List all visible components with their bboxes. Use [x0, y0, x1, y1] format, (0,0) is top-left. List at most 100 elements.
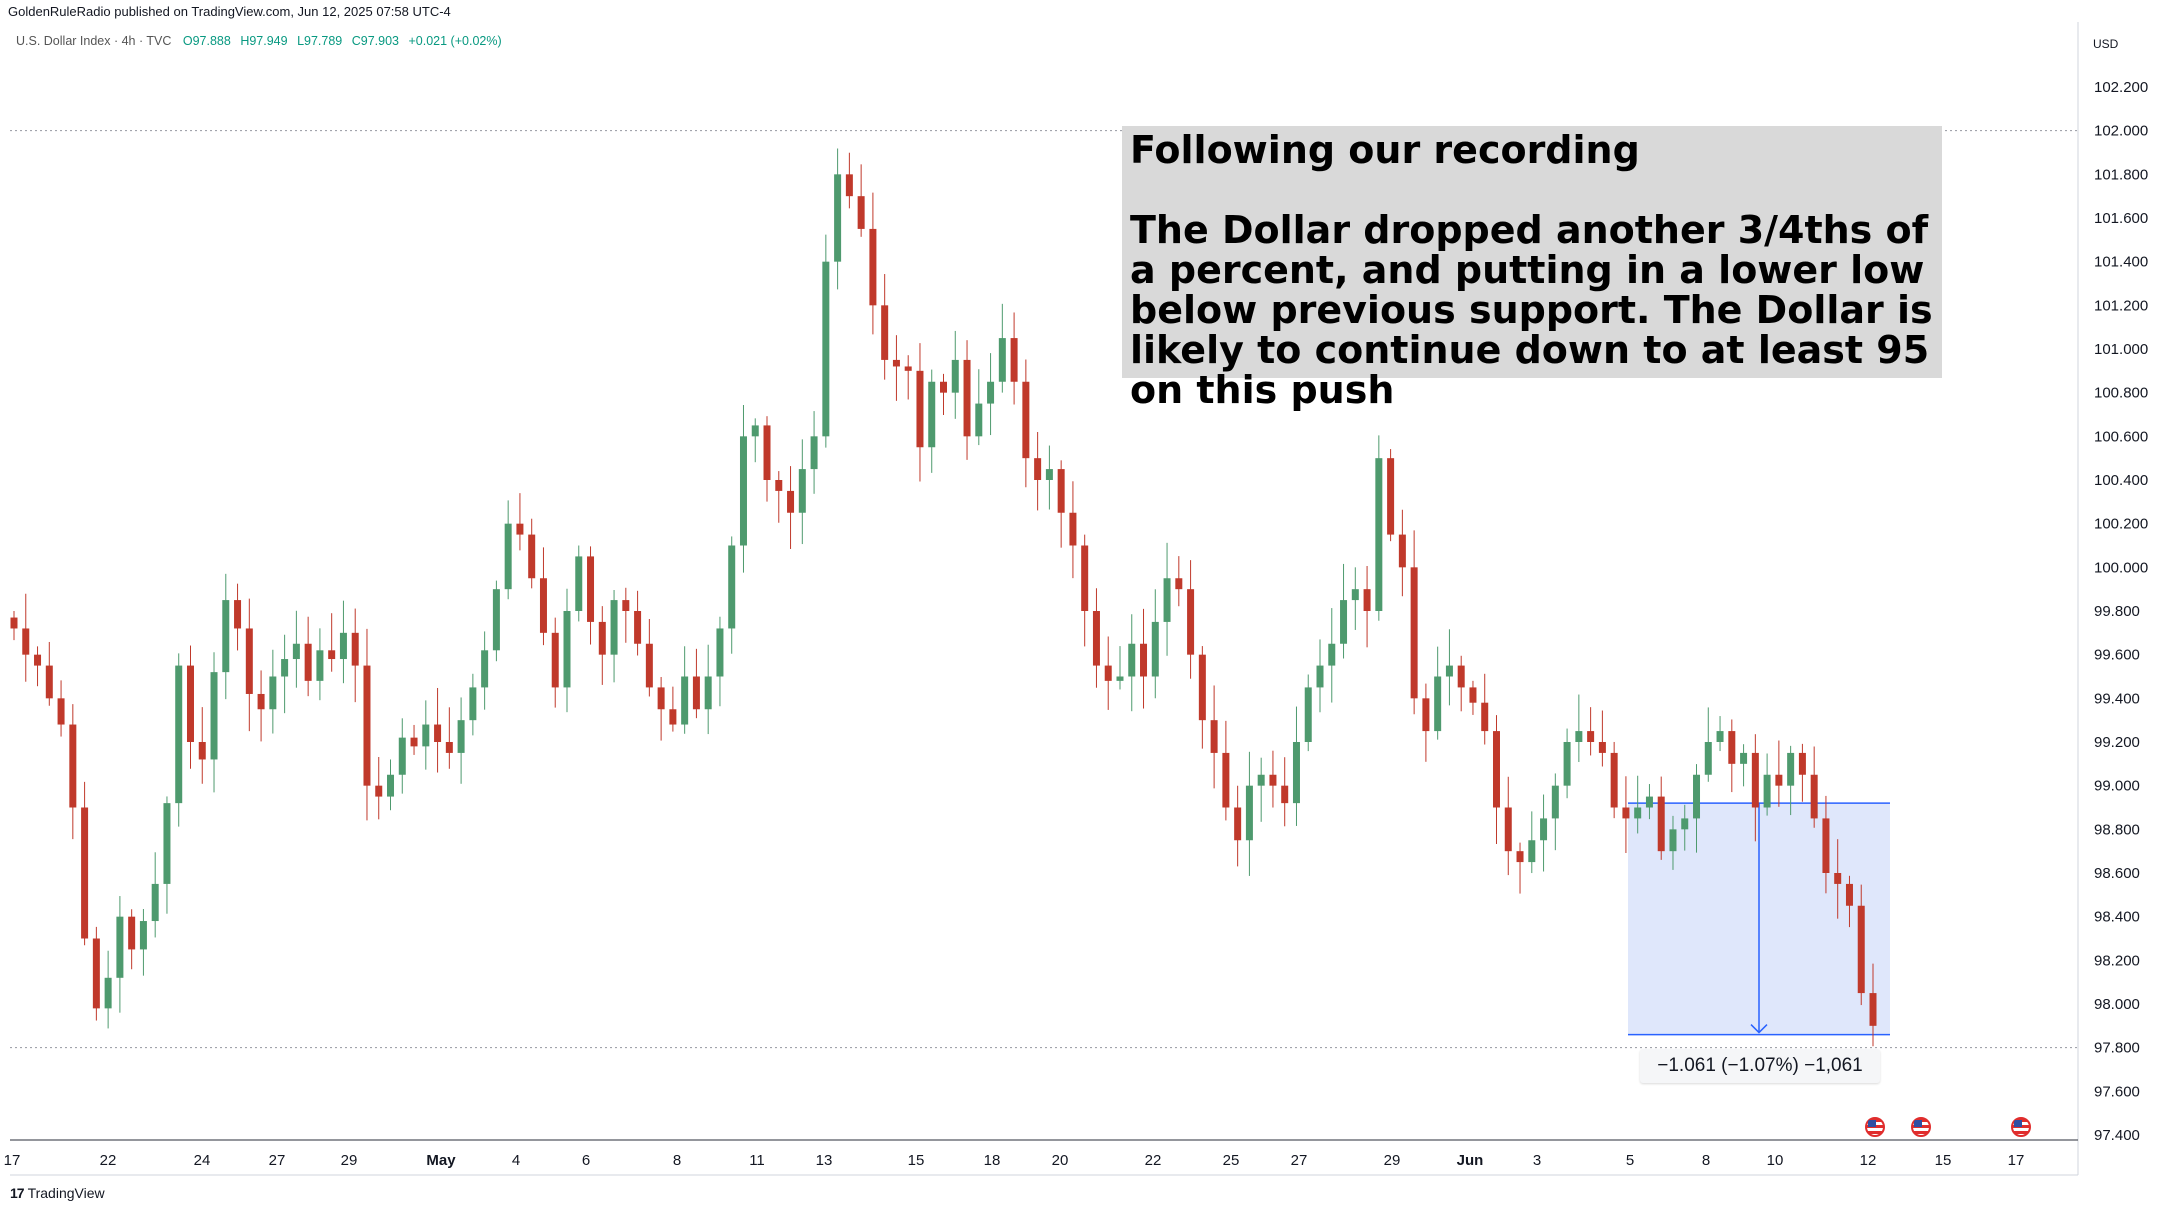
candle-body [1081, 545, 1089, 611]
candle-body [681, 676, 689, 725]
candle-body [1669, 829, 1677, 852]
candle-body [1551, 785, 1559, 819]
candle-body [692, 676, 700, 710]
candle-body [1563, 742, 1571, 786]
price-tick-label: 101.400 [2094, 254, 2148, 271]
candle-body [1751, 752, 1759, 808]
candle-body [1528, 840, 1536, 863]
candle-body [1787, 752, 1795, 786]
candle-body [422, 724, 430, 747]
candle-body [845, 174, 853, 197]
candle-body [1198, 654, 1206, 721]
candle-body [598, 621, 606, 655]
candle-body [1728, 731, 1736, 764]
price-tick-label: 99.800 [2094, 603, 2140, 620]
time-axis: 17 22 24 27 29 May 4 6 8 11 13 15 18 20 22 25 27 29 Jun 3 5 8… [4, 1152, 2025, 1169]
price-tick-label: 100.600 [2094, 428, 2148, 445]
event-flag-icon[interactable] [2011, 1117, 2031, 1137]
time-tick-label: 11 [749, 1152, 765, 1169]
tradingview-logo[interactable]: 17 TradingView [10, 1185, 105, 1201]
price-tick-label: 102.000 [2094, 123, 2148, 140]
candle-body [1210, 720, 1218, 753]
candle-body [128, 916, 136, 950]
price-tick-label: 101.200 [2094, 297, 2148, 314]
time-tick-label: 22 [100, 1152, 117, 1169]
price-tick-label: 100.000 [2094, 559, 2148, 576]
candle-body [1657, 796, 1665, 852]
candle-body [869, 228, 877, 306]
candle-body [975, 403, 983, 437]
candle-body [528, 534, 536, 579]
candle-body [1304, 687, 1312, 742]
candle-body [940, 381, 947, 393]
candle-body [1175, 578, 1183, 590]
annotation-textbox[interactable]: Following our recording The Dollar dropp… [1122, 126, 1942, 410]
candle-body [1057, 469, 1065, 513]
candle-body [1457, 665, 1465, 688]
measure-arrow-head [1750, 1024, 1768, 1034]
candle-body [175, 665, 183, 804]
price-tick-label: 99.200 [2094, 734, 2140, 751]
candle-body [1187, 589, 1195, 655]
ohlc-close: C97.903 [351, 34, 400, 48]
candle-body [1857, 905, 1865, 994]
symbol-legend: U.S. Dollar Index · 4h · TVC O97.888 H97… [16, 34, 508, 48]
candle-body [1022, 381, 1030, 459]
candle-body [292, 643, 300, 660]
candle-body [1598, 742, 1606, 753]
candle-body [163, 803, 171, 884]
candle-body [316, 650, 324, 681]
candle-body [928, 381, 936, 448]
candle-body [822, 261, 830, 437]
symbol-name[interactable]: U.S. Dollar Index · 4h · TVC [16, 34, 172, 48]
candle-body [787, 490, 795, 513]
event-flag-icon[interactable] [1865, 1117, 1885, 1137]
candle-body [22, 628, 30, 655]
ohlc-change: +0.021 (+0.02%) [408, 34, 502, 48]
price-tick-label: 102.200 [2094, 79, 2148, 96]
currency-label[interactable]: USD [2093, 37, 2119, 51]
candle-body [669, 709, 677, 725]
candle-body [1610, 752, 1618, 808]
candle-body [775, 480, 783, 491]
time-tick-label: 17 [4, 1152, 21, 1169]
candle-body [1092, 611, 1100, 666]
candle-body [139, 921, 147, 950]
candle-body [234, 600, 242, 629]
candle-body [281, 659, 289, 677]
candle-body [1328, 643, 1336, 666]
price-tick-label: 100.200 [2094, 516, 2148, 533]
time-tick-label: 18 [984, 1152, 1001, 1169]
candle-body [1693, 774, 1701, 819]
candle-body [810, 436, 818, 470]
candle-body [481, 650, 489, 688]
candle-body [551, 632, 559, 688]
candle-body [916, 370, 924, 448]
candle-body [1622, 807, 1630, 819]
candle-body [387, 774, 395, 797]
candle-body [1398, 534, 1406, 568]
candle-body [1387, 458, 1395, 535]
candle-body [351, 632, 359, 666]
candle-body [1763, 774, 1771, 808]
price-tick-label: 101.600 [2094, 210, 2148, 227]
price-tick-label: 97.600 [2094, 1083, 2140, 1100]
time-tick-label: 22 [1145, 1152, 1162, 1169]
candle-body [1434, 676, 1442, 732]
candle-body [1492, 731, 1500, 808]
price-tick-label: 97.800 [2094, 1040, 2140, 1057]
time-tick-label: 29 [341, 1152, 358, 1169]
price-tick-label: 98.000 [2094, 996, 2140, 1013]
time-tick-label: 6 [582, 1152, 590, 1169]
candle-body [1151, 621, 1159, 677]
candle-body [1069, 512, 1077, 546]
candle-body [69, 724, 77, 808]
candle-body [763, 425, 771, 480]
event-flag-icon[interactable] [1911, 1117, 1931, 1137]
candle-body [328, 650, 336, 660]
candle-body [104, 977, 112, 1009]
candle-body [1045, 469, 1053, 480]
candle-body [951, 359, 959, 393]
candle-body [1834, 873, 1842, 884]
